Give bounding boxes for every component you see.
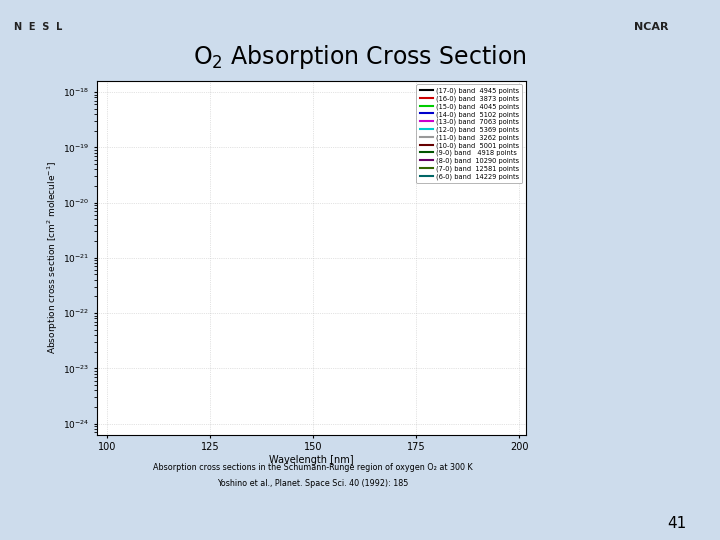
Text: NCAR: NCAR — [634, 22, 668, 32]
Legend: (17-0) band  4945 points, (16-0) band  3873 points, (15-0) band  4045 points, (1: (17-0) band 4945 points, (16-0) band 387… — [416, 84, 522, 183]
Text: Yoshino et al., Planet. Space Sci. 40 (1992): 185: Yoshino et al., Planet. Space Sci. 40 (1… — [217, 479, 409, 488]
Text: N  E  S  L: N E S L — [14, 22, 63, 32]
Text: O$_2$ Absorption Cross Section: O$_2$ Absorption Cross Section — [193, 43, 527, 71]
X-axis label: Wavelength [nm]: Wavelength [nm] — [269, 455, 354, 465]
Text: Absorption cross sections in the Schumann-Runge region of oxygen O₂ at 300 K: Absorption cross sections in the Schuman… — [153, 463, 473, 471]
Y-axis label: Absorption cross section [cm$^2$ molecule$^{-1}$]: Absorption cross section [cm$^2$ molecul… — [46, 161, 60, 354]
Text: 41: 41 — [667, 516, 686, 531]
